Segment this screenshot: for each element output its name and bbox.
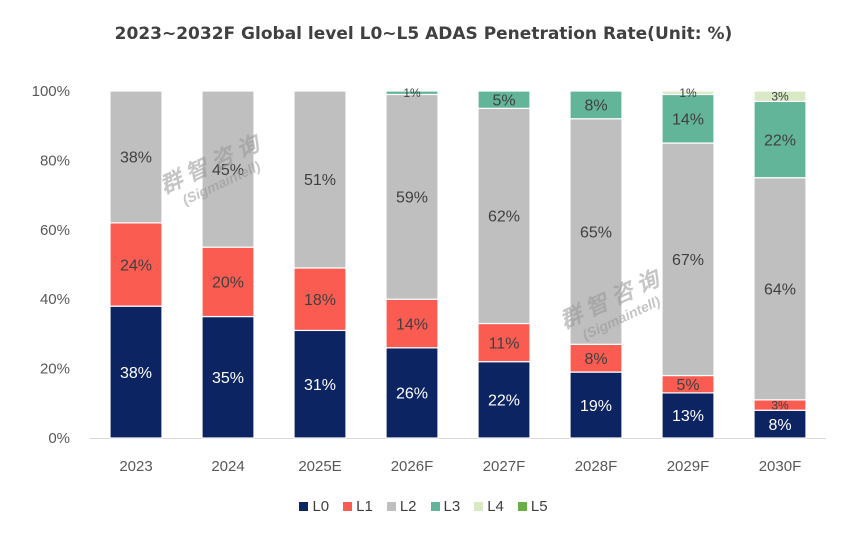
data-label: 5% <box>676 377 699 394</box>
bar-segment-l1 <box>201 246 255 318</box>
data-label: 64% <box>764 282 796 299</box>
bar-segment-l2 <box>385 93 439 300</box>
y-tick-label: 60% <box>40 222 70 239</box>
data-label: 8% <box>584 98 607 115</box>
legend-label: L1 <box>356 498 373 515</box>
x-tick-label: 2024 <box>211 458 244 475</box>
legend-swatch <box>430 502 440 511</box>
data-label: 3% <box>771 90 789 104</box>
bar-segment-l1 <box>569 343 623 373</box>
bar-segment-l3 <box>753 100 807 179</box>
bar-segment-l2 <box>293 90 347 269</box>
bar-segment-l2 <box>201 90 255 248</box>
bar-segment-l0 <box>385 347 439 439</box>
data-label: 51% <box>304 172 336 189</box>
data-label: 18% <box>304 292 336 309</box>
y-tick-label: 40% <box>40 291 70 308</box>
data-label: 31% <box>304 377 336 394</box>
data-label: 5% <box>492 92 515 109</box>
bar-segment-l0 <box>569 371 623 439</box>
bar-segment-l4 <box>753 90 807 103</box>
bar-segment-l1 <box>109 222 163 307</box>
bar-segment-l3 <box>661 93 715 144</box>
y-tick-label: 20% <box>40 361 70 378</box>
legend-label: L0 <box>312 498 330 515</box>
x-tick-label: 2029F <box>667 458 710 475</box>
data-label: 24% <box>120 257 152 274</box>
bar-segment-l3 <box>477 90 531 109</box>
data-label: 65% <box>580 224 612 241</box>
legend-swatch <box>299 502 309 511</box>
data-label: 20% <box>212 275 244 292</box>
x-tick-label: 2027F <box>483 458 526 475</box>
bar-segment-l0 <box>753 409 807 439</box>
legend-label: L5 <box>530 498 548 515</box>
bar-segment-l1 <box>477 322 531 363</box>
data-label: 59% <box>396 190 428 207</box>
x-tick-label: 2028F <box>575 458 618 475</box>
bar-segment-l2 <box>109 90 163 224</box>
bar-segment-l3 <box>569 90 623 120</box>
bar-segment-l1 <box>293 267 347 332</box>
legend-item-l3: L3 <box>430 498 461 515</box>
bar-segment-l0 <box>109 305 163 439</box>
data-label: 14% <box>672 112 704 129</box>
data-label: 3% <box>771 398 789 412</box>
bar-segment-l1 <box>385 298 439 349</box>
y-tick-label: 0% <box>48 430 70 447</box>
legend-item-l0: L0 <box>299 498 329 515</box>
legend-item-l1: L1 <box>343 498 373 515</box>
data-label: 8% <box>584 351 607 368</box>
legend-label: L2 <box>399 498 417 515</box>
x-tick-label: 2025E <box>298 458 341 475</box>
data-label: 26% <box>396 386 428 403</box>
legend-item-l2: L2 <box>386 498 417 515</box>
legend-swatch <box>386 502 396 511</box>
legend-swatch <box>517 502 527 511</box>
legend: L0 L1 L2 L3 L4 L5 <box>0 498 847 515</box>
legend-swatch <box>343 502 353 511</box>
bar-segment-l4 <box>661 90 715 96</box>
data-label: 11% <box>489 335 520 352</box>
bar-segment-l0 <box>293 329 347 439</box>
bar-segment-l0 <box>201 315 255 439</box>
data-label: 38% <box>120 150 152 167</box>
data-label: 67% <box>672 252 704 269</box>
y-tick-label: 80% <box>40 152 70 169</box>
legend-item-l4: L4 <box>474 498 504 515</box>
data-label: 45% <box>212 162 244 179</box>
data-label: 22% <box>764 132 796 149</box>
data-label: 14% <box>396 316 428 333</box>
data-label: 62% <box>488 209 520 226</box>
x-tick-label: 2023 <box>119 458 152 475</box>
data-label: 1% <box>403 86 421 100</box>
data-label: 19% <box>580 398 612 415</box>
bar-segment-l2 <box>569 118 623 345</box>
bar-segment-l3 <box>385 90 439 96</box>
data-label: 35% <box>212 370 244 387</box>
x-tick-label: 2030F <box>759 458 802 475</box>
legend-swatch <box>474 502 484 511</box>
data-label: 1% <box>679 86 697 100</box>
legend-label: L3 <box>443 498 461 515</box>
chart-title: 2023~2032F Global level L0~L5 ADAS Penet… <box>114 24 733 44</box>
bar-segment-l2 <box>753 177 807 401</box>
legend-label: L4 <box>487 498 504 515</box>
bar-segment-l2 <box>661 142 715 377</box>
data-label: 13% <box>672 408 704 425</box>
data-label: 22% <box>488 393 520 410</box>
x-tick-label: 2026F <box>391 458 434 475</box>
data-label: 8% <box>768 417 791 434</box>
legend-item-l5: L5 <box>517 498 548 515</box>
y-tick-label: 100% <box>32 83 70 100</box>
bar-segment-l2 <box>477 107 531 325</box>
data-label: 38% <box>120 365 152 382</box>
